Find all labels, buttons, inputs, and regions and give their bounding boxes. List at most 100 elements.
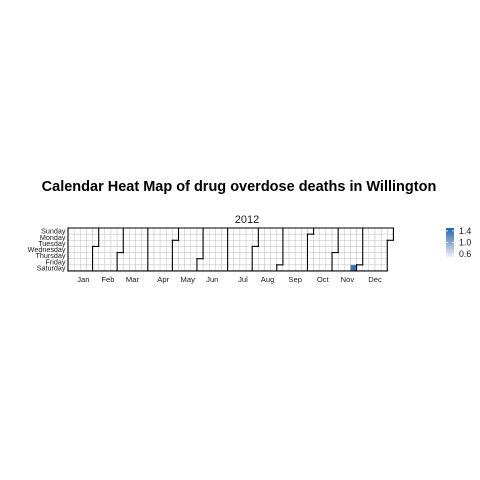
day-cell: [233, 252, 241, 259]
day-cell: [270, 264, 277, 272]
day-cell: [344, 227, 351, 235]
day-cell: [184, 246, 192, 253]
day-cell: [344, 233, 351, 241]
day-cell: [307, 258, 314, 266]
day-cell: [251, 227, 259, 235]
day-cell: [166, 227, 173, 235]
day-cell: [92, 233, 99, 241]
day-cell: [325, 258, 333, 266]
day-cell: [159, 258, 167, 266]
day-cell: [80, 227, 87, 235]
day-cell: [221, 252, 228, 259]
day-cell: [337, 264, 345, 272]
day-cell: [208, 264, 216, 272]
day-cell: [73, 246, 81, 253]
day-cell: [196, 252, 204, 259]
day-cell: [319, 252, 327, 259]
day-cell: [184, 227, 192, 235]
day-cell: [368, 264, 376, 272]
day-cell: [141, 252, 149, 259]
day-cell: [233, 240, 241, 247]
day-cell: [282, 264, 290, 272]
day-cell: [264, 227, 271, 235]
day-cell: [288, 246, 296, 253]
day-cell: [123, 252, 130, 259]
day-cell: [73, 227, 81, 235]
day-cell: [190, 233, 198, 241]
day-cell: [344, 246, 351, 253]
day-cell: [196, 233, 204, 241]
day-cell: [356, 233, 363, 241]
day-cell: [73, 264, 81, 272]
day-cell: [258, 264, 265, 272]
day-cell: [282, 240, 290, 247]
day-cell: [123, 240, 130, 247]
day-cell: [270, 252, 277, 259]
day-cell: [258, 233, 265, 241]
day-cell: [98, 264, 106, 272]
day-cell: [80, 240, 87, 247]
day-cell: [368, 240, 376, 247]
day-cell: [116, 252, 124, 259]
day-cell: [153, 264, 161, 272]
day-cell: [264, 252, 271, 259]
day-cell: [245, 227, 253, 235]
day-cell: [147, 252, 155, 259]
day-cell: [73, 252, 81, 259]
day-cell: [110, 258, 118, 266]
day-cell: [184, 233, 192, 241]
day-cell: [166, 258, 173, 266]
day-cell: [276, 246, 284, 253]
day-cell: [380, 258, 388, 266]
day-cell: [245, 252, 253, 259]
day-cell: [258, 227, 265, 235]
day-cell: [221, 233, 228, 241]
day-cell: [331, 252, 339, 259]
day-cell: [153, 227, 161, 235]
day-cell: [307, 240, 314, 247]
day-cell: [98, 252, 106, 259]
day-cell: [282, 246, 290, 253]
day-cell: [380, 246, 388, 253]
day-cell: [67, 240, 75, 247]
day-cell: [239, 246, 247, 253]
day-cell: [227, 252, 235, 259]
day-cell: [288, 233, 296, 241]
day-cell: [362, 252, 370, 259]
day-cell: [67, 258, 75, 266]
day-cell: [153, 252, 161, 259]
day-cell: [294, 233, 302, 241]
day-cell: [301, 264, 308, 272]
color-legend: 1.4 1.00.6: [446, 226, 471, 259]
day-cell: [245, 258, 253, 266]
day-cell: [331, 246, 339, 253]
weekday-label: Thursday: [36, 251, 66, 260]
day-cell: [135, 246, 142, 253]
month-label: Sep: [288, 275, 302, 284]
day-cell: [98, 246, 106, 253]
day-cell: [92, 264, 99, 272]
day-cell: [374, 233, 382, 241]
day-cell: [325, 252, 333, 259]
month-label: Jan: [77, 275, 89, 284]
day-cell: [258, 240, 265, 247]
day-cell: [153, 233, 161, 241]
day-cell: [233, 264, 241, 272]
day-cell: [166, 233, 173, 241]
day-cell: [294, 227, 302, 235]
day-cell: [374, 227, 382, 235]
day-cell: [288, 240, 296, 247]
day-cell: [288, 258, 296, 266]
day-cell: [221, 264, 228, 272]
day-cell: [245, 264, 253, 272]
day-cell: [368, 233, 376, 241]
day-cell: [141, 227, 149, 235]
day-cell: [178, 246, 185, 253]
month-label: Dec: [368, 275, 382, 284]
day-cell: [258, 258, 265, 266]
day-cell: [251, 252, 259, 259]
day-cell: [141, 246, 149, 253]
day-cell: [98, 227, 106, 235]
day-cell: [380, 233, 388, 241]
day-cell: [227, 233, 235, 241]
